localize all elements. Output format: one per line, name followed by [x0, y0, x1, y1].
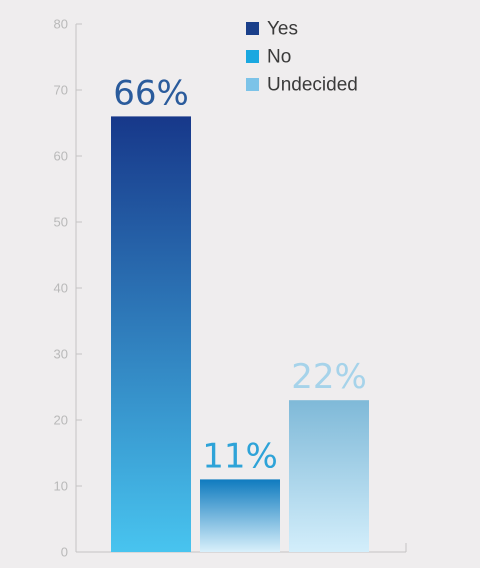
y-tick-label: 30 [54, 347, 68, 362]
data-label-no: 11% [202, 436, 278, 476]
legend: Yes No Undecided [246, 19, 358, 96]
bars [111, 116, 369, 553]
bar-no [200, 479, 280, 552]
data-label-yes: 66% [113, 73, 189, 113]
y-tick-label: 80 [54, 17, 68, 32]
y-tick-label: 40 [54, 281, 68, 296]
legend-label-undecided: Undecided [267, 75, 358, 96]
legend-label-no: No [267, 47, 291, 68]
axes: 0 10 20 30 40 50 60 70 80 [54, 17, 407, 560]
y-tick-label: 60 [54, 149, 68, 164]
legend-swatch-yes [246, 22, 259, 35]
bar-undecided [289, 400, 369, 552]
y-tick-label: 10 [54, 479, 68, 494]
data-label-undecided: 22% [291, 357, 367, 397]
legend-swatch-no [246, 50, 259, 63]
data-labels: 66% 11% 22% [113, 73, 367, 476]
y-tick-label: 50 [54, 215, 68, 230]
y-tick-label: 20 [54, 413, 68, 428]
y-tick-label: 70 [54, 83, 68, 98]
legend-swatch-undecided [246, 78, 259, 91]
y-tick-label: 0 [61, 545, 68, 560]
legend-label-yes: Yes [267, 19, 298, 40]
bar-yes [111, 116, 191, 553]
